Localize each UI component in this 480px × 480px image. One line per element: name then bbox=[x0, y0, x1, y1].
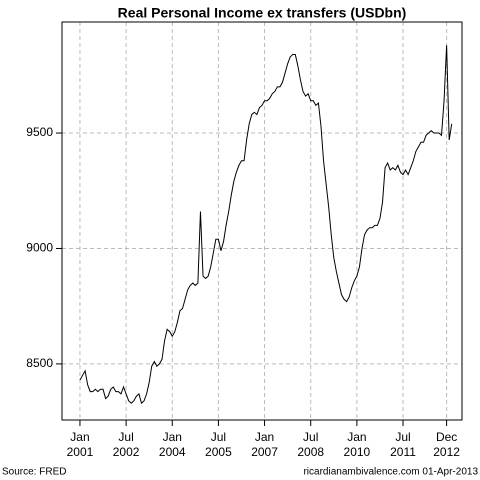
y-tick-label: 8500 bbox=[26, 356, 53, 370]
x-tick-month: Jul bbox=[118, 430, 133, 444]
x-tick-month: Jan bbox=[163, 430, 182, 444]
y-tick-label: 9000 bbox=[26, 241, 53, 255]
credit: ricardianambivalence.com 01-Apr-2013 bbox=[303, 467, 478, 478]
x-tick-year: 2007 bbox=[251, 445, 278, 459]
x-tick-month: Jul bbox=[211, 430, 226, 444]
x-tick-year: 2004 bbox=[159, 445, 186, 459]
x-tick-month: Dec bbox=[436, 430, 457, 444]
x-tick-year: 2002 bbox=[113, 445, 140, 459]
x-tick-month: Jan bbox=[255, 430, 274, 444]
line bbox=[79, 45, 453, 405]
x-tick-year: 2005 bbox=[205, 445, 232, 459]
x-tick-year: 2010 bbox=[344, 445, 371, 459]
x-tick-month: Jul bbox=[303, 430, 318, 444]
x-tick-year: 2011 bbox=[390, 445, 416, 459]
source: Source: FRED bbox=[2, 467, 66, 478]
y-tick-label: 9500 bbox=[26, 125, 53, 139]
plot-frame bbox=[61, 21, 463, 421]
x-tick-month: Jul bbox=[395, 430, 410, 444]
chart-title: Real Personal Income ex transfers (USDbn… bbox=[118, 5, 407, 21]
x-tick-year: 2001 bbox=[67, 445, 94, 459]
x-tick-year: 2012 bbox=[433, 445, 460, 459]
x-tick-year: 2008 bbox=[297, 445, 324, 459]
x-tick-month: Jan bbox=[70, 430, 89, 444]
x-tick-month: Jan bbox=[347, 430, 366, 444]
